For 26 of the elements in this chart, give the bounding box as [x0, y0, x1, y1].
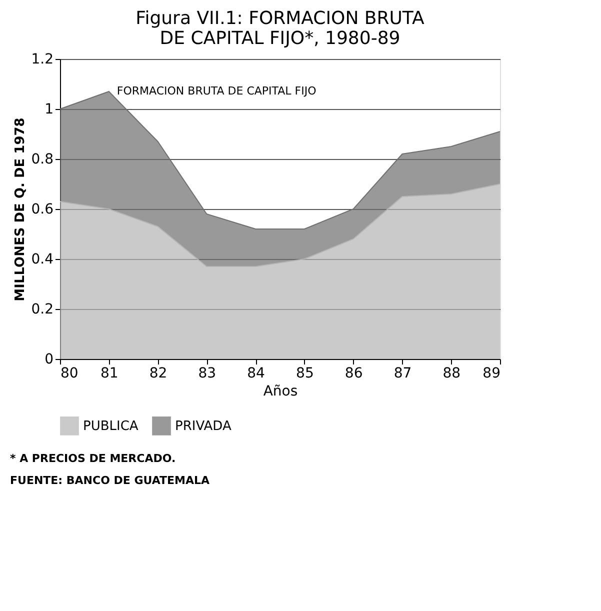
source-note: FUENTE: BANCO DE GUATEMALA [10, 474, 210, 487]
annotation: FORMACION BRUTA DE CAPITAL FIJO [116, 84, 317, 98]
text: Figura VII.1: FORMACION BRUTA [136, 8, 424, 29]
y-axis-title: MILLONES DE Q. DE 1978 [13, 118, 28, 302]
x-tick-label: 82 [149, 366, 168, 382]
y-tick-label: 0 [44, 352, 54, 368]
x-tick-label: 89 [482, 366, 500, 382]
x-tick-label: 86 [344, 366, 363, 382]
y-tick-label: 0.2 [31, 302, 54, 318]
y-tick-label: 0.8 [31, 152, 54, 168]
y-tick-label: 1 [44, 102, 54, 118]
y-tick-label: 0.4 [31, 252, 54, 268]
legend-label: PRIVADA [175, 418, 232, 434]
x-tick-label: 88 [442, 366, 461, 382]
text: DE CAPITAL FIJO*, 1980-89 [160, 28, 400, 49]
y-tick-label: 0.6 [31, 202, 54, 218]
y-tick-label: 1.2 [31, 52, 54, 68]
x-tick-label: 84 [247, 366, 266, 382]
text: * A PRECIOS DE MERCADO. [10, 452, 176, 465]
x-axis-title: Años [263, 384, 298, 400]
x-tick-label: 83 [198, 366, 216, 382]
x-tick-label: 80 [60, 366, 78, 382]
x-tick-label: 87 [394, 366, 412, 382]
x-tick-label: 85 [296, 366, 314, 382]
legend-label: PUBLICA [83, 418, 138, 434]
x-tick-label: 81 [100, 366, 118, 382]
